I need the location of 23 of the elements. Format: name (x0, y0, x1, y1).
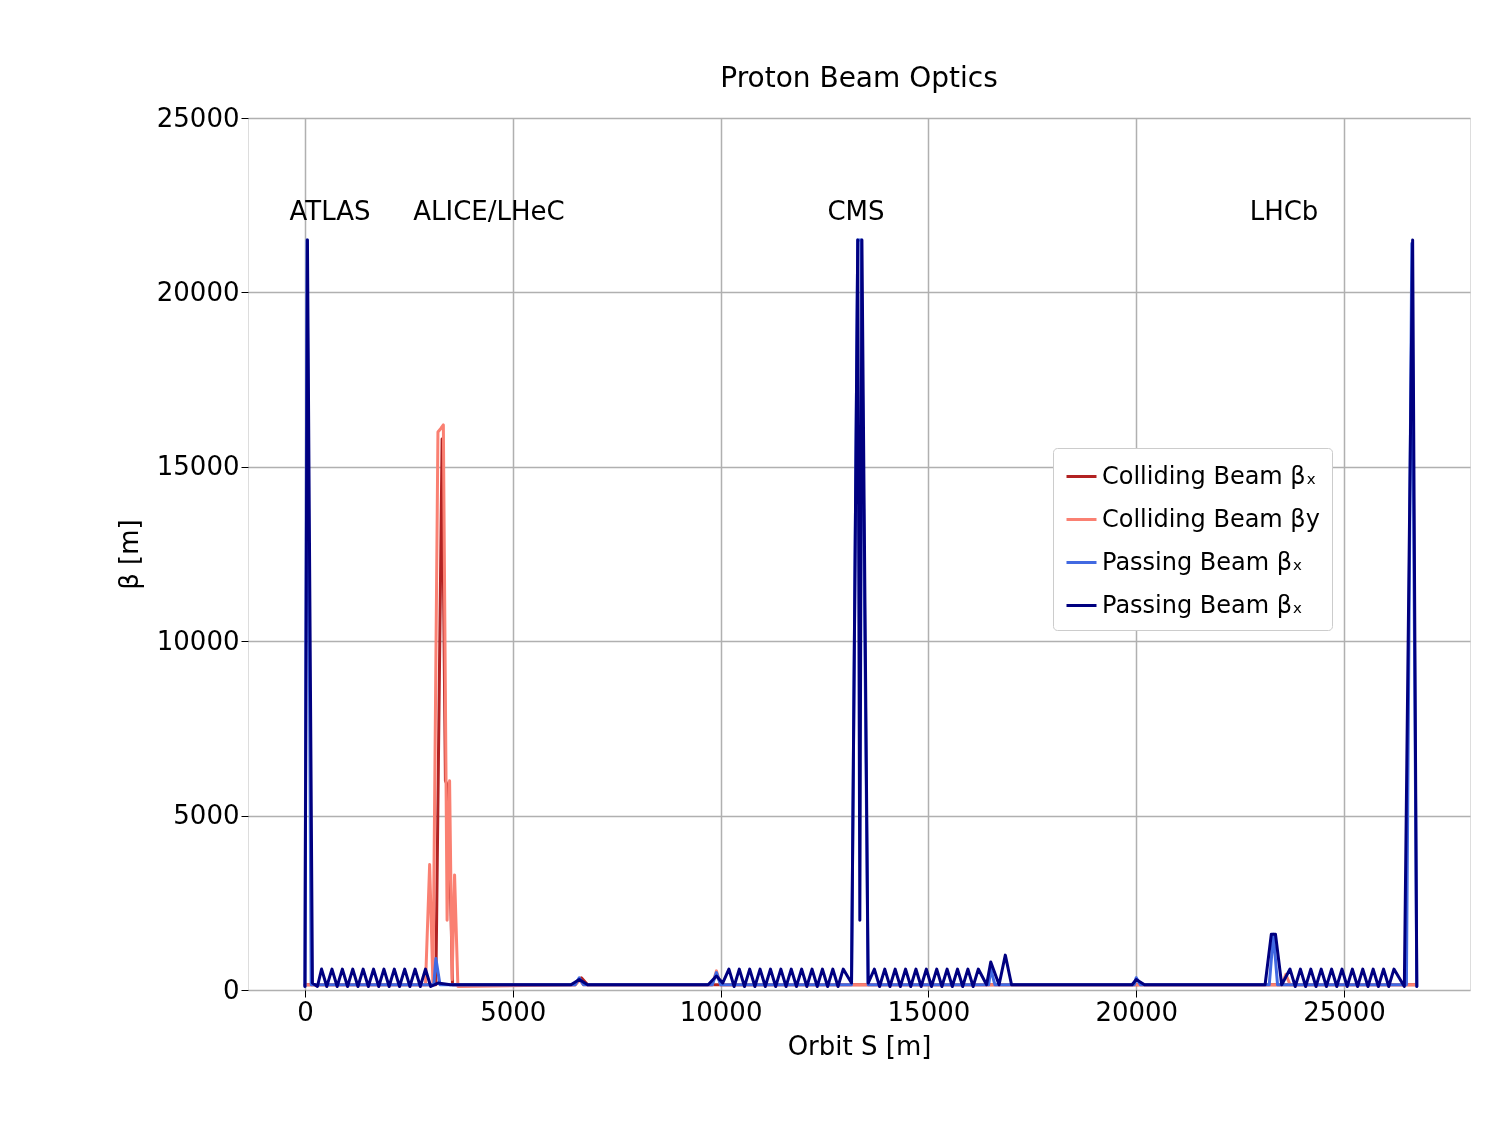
annotation: LHCb (1249, 196, 1319, 226)
annotation: CMS (827, 196, 885, 226)
x-tick-label: 25000 (1303, 996, 1386, 1027)
x-tick-label: 15000 (887, 996, 971, 1027)
x-tick-label: 20000 (1095, 996, 1179, 1027)
legend-label: Colliding Beam βy (1102, 504, 1320, 533)
chart-title: Proton Beam Optics (720, 61, 998, 94)
y-axis-title: β [m] (113, 519, 144, 590)
x-tick-label: 5000 (480, 996, 547, 1027)
legend-label: Passing Beam βₓ (1102, 590, 1303, 619)
annotation: ALICE/LHeC (413, 196, 565, 226)
x-tick-label: 0 (297, 996, 314, 1027)
y-tick-label: 10000 (156, 625, 240, 656)
legend-label: Passing Beam βₓ (1102, 547, 1303, 576)
y-tick-label: 15000 (156, 451, 240, 482)
legend-label: Colliding Beam βₓ (1102, 461, 1317, 490)
y-tick-label: 0 (222, 974, 240, 1005)
y-tick-label: 25000 (156, 102, 240, 133)
y-tick-label: 20000 (156, 276, 240, 307)
x-tick-label: 10000 (679, 996, 763, 1027)
x-axis-title: Orbit S [m] (787, 1030, 932, 1061)
annotation: ATLAS (289, 196, 371, 226)
y-tick-label: 5000 (173, 800, 240, 831)
